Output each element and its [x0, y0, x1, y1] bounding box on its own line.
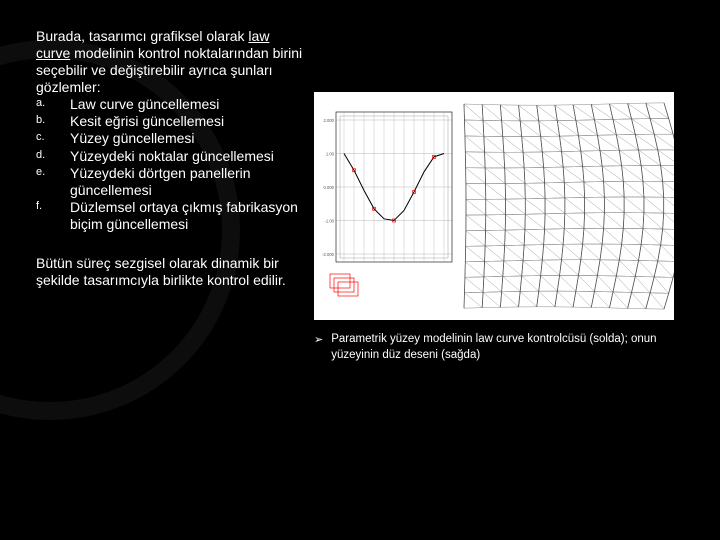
svg-text:2.000: 2.000: [324, 118, 335, 123]
list-marker: a.: [36, 96, 50, 113]
figure-image: 2.000 1.00 0.000 -1.00 -2.000: [314, 92, 674, 320]
slide-content: Burada, tasarımcı grafiksel olarak law c…: [0, 0, 720, 540]
intro-part2: modelinin kontrol noktalarından birini s…: [36, 45, 302, 95]
intro-paragraph: Burada, tasarımcı grafiksel olarak law c…: [36, 28, 304, 96]
svg-text:-1.00: -1.00: [324, 219, 334, 224]
list-text: Yüzey güncellemesi: [70, 130, 195, 147]
list-marker: b.: [36, 113, 50, 130]
list-item: b. Kesit eğrisi güncellemesi: [36, 113, 304, 130]
list-marker: f.: [36, 199, 50, 233]
list-marker: d.: [36, 148, 50, 165]
svg-text:-2.000: -2.000: [322, 252, 335, 257]
list-item: e. Yüzeydeki dörtgen panellerin güncellem…: [36, 165, 304, 199]
list-text: Law curve güncellemesi: [70, 96, 219, 113]
svg-text:1.00: 1.00: [326, 152, 335, 157]
conclusion-paragraph: Bütün süreç sezgisel olarak dinamik bir …: [36, 255, 304, 289]
figure-column: 2.000 1.00 0.000 -1.00 -2.000 ➢ Parametrik y…: [304, 14, 700, 363]
observation-list: a. Law curve güncellemesi b. Kesit eğrisi …: [36, 96, 304, 233]
list-item: d. Yüzeydeki noktalar güncellemesi: [36, 148, 304, 165]
intro-part1: Burada, tasarımcı grafiksel olarak: [36, 28, 248, 44]
figure-caption: ➢ Parametrik yüzey modelinin law curve k…: [314, 332, 674, 363]
list-item: a. Law curve güncellemesi: [36, 96, 304, 113]
caption-bullet-icon: ➢: [314, 332, 323, 348]
caption-text: Parametrik yüzey modelinin law curve kon…: [331, 332, 674, 363]
list-text: Kesit eğrisi güncellemesi: [70, 113, 224, 130]
text-column: Burada, tasarımcı grafiksel olarak law c…: [36, 14, 304, 363]
list-marker: e.: [36, 165, 50, 199]
list-text: Yüzeydeki dörtgen panellerin güncellemes…: [70, 165, 304, 199]
svg-text:0.000: 0.000: [324, 185, 335, 190]
list-text: Düzlemsel ortaya çıkmış fabrikasyon biçi…: [70, 199, 304, 233]
list-item: f. Düzlemsel ortaya çıkmış fabrikasyon bi…: [36, 199, 304, 233]
list-text: Yüzeydeki noktalar güncellemesi: [70, 148, 274, 165]
list-marker: c.: [36, 130, 50, 147]
list-item: c. Yüzey güncellemesi: [36, 130, 304, 147]
